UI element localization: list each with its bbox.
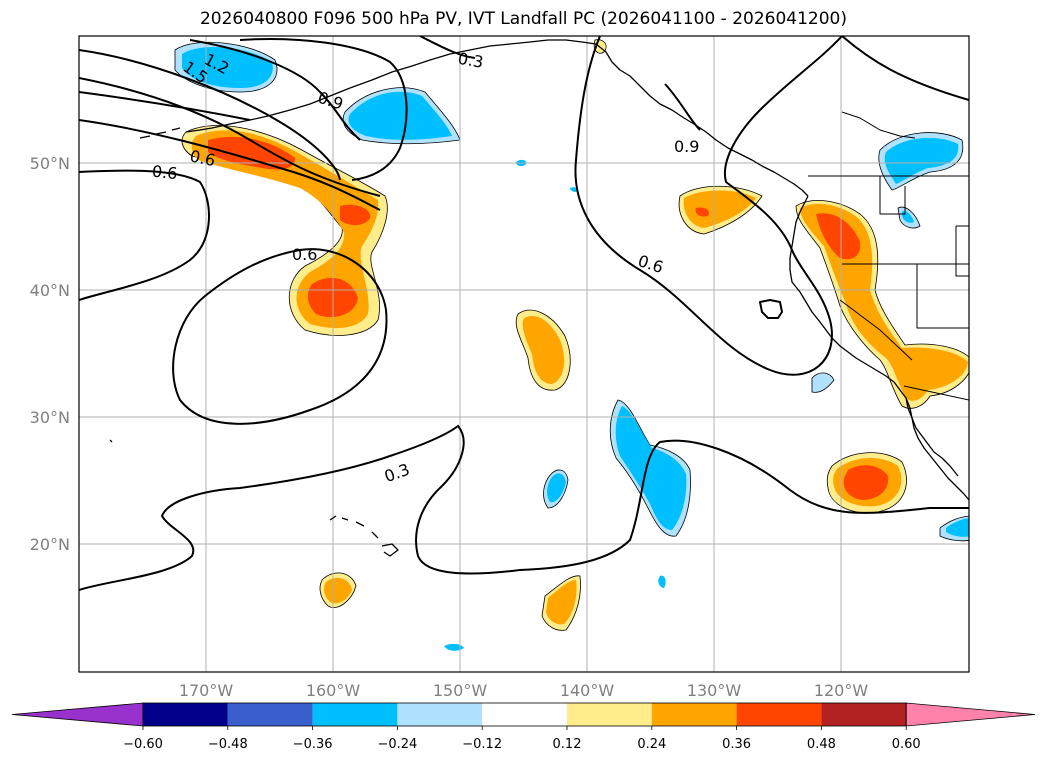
lon-tick-label: 120°W xyxy=(814,681,869,700)
contour-line xyxy=(574,36,843,376)
coastlines xyxy=(109,39,969,557)
neg-area-mid xyxy=(658,575,666,588)
contour-line xyxy=(79,91,251,121)
contour-line xyxy=(419,36,476,59)
neg-area-mid xyxy=(547,473,566,503)
neg-area-mid xyxy=(884,137,959,184)
lon-tick-labels: 170°W 160°W 150°W 140°W 130°W 120°W xyxy=(179,681,869,700)
neg-area-mid xyxy=(946,518,969,537)
pos-area-strong xyxy=(816,213,861,260)
contour-line xyxy=(664,83,701,131)
colorbar-tick-label: 0.60 xyxy=(892,737,921,752)
pv-contours xyxy=(79,36,969,591)
colorbar-tick-label: −0.48 xyxy=(208,737,248,752)
contour-line xyxy=(239,37,408,181)
contour-line xyxy=(79,169,210,301)
pos-area-strong xyxy=(340,204,371,226)
pos-area-mid xyxy=(522,316,565,384)
colorbar-tick-label: 0.48 xyxy=(807,737,836,752)
lon-tick-label: 170°W xyxy=(179,681,234,700)
lat-tick-label: 40°N xyxy=(30,281,70,300)
pos-area-strong xyxy=(843,465,889,500)
contour-label: 0.3 xyxy=(456,49,484,72)
contour-label: 0.6 xyxy=(188,146,217,170)
colorbar-segment xyxy=(651,703,737,726)
colorbar-tick-label: −0.36 xyxy=(293,737,333,752)
colorbar-segment xyxy=(736,703,822,726)
map-frame xyxy=(78,35,970,673)
colorbar-extend-low xyxy=(11,702,144,727)
colorbar-frame xyxy=(142,702,907,727)
colorbar-extend-high xyxy=(905,702,1036,727)
pos-area-mid xyxy=(323,577,352,604)
lon-tick-label: 160°W xyxy=(306,681,361,700)
contour-line xyxy=(79,77,381,197)
lat-tick-label: 30°N xyxy=(30,408,70,427)
contour-label: 0.9 xyxy=(674,137,699,156)
contour-line xyxy=(79,424,969,591)
pos-area-strong xyxy=(208,136,296,170)
lat-tick-label: 20°N xyxy=(30,535,70,554)
map-plot-area: 1.5 1.2 0.3 0.9 0.6 0.6 0.6 0.9 0.6 0.3 xyxy=(79,36,969,672)
lon-tick-label: 140°W xyxy=(560,681,615,700)
contour-label: 0.6 xyxy=(151,162,178,184)
colorbar-tick-label: 0.24 xyxy=(637,737,666,752)
contour-line xyxy=(189,39,361,141)
contour-line xyxy=(79,119,381,211)
neg-area-mid xyxy=(615,406,687,530)
contour-line xyxy=(79,49,341,181)
colorbar-segment xyxy=(397,703,483,726)
colorbar-segment xyxy=(312,703,398,726)
neg-area-mid xyxy=(348,91,452,140)
lat-tick-labels: 50°N 40°N 30°N 20°N xyxy=(30,154,70,554)
neg-area-mid xyxy=(570,187,578,192)
contour-label: 0.6 xyxy=(292,245,317,264)
pos-area-mid xyxy=(683,190,756,228)
neg-area-mid xyxy=(182,47,273,88)
colorbar-segment xyxy=(143,703,228,726)
colorbar-tick-label: −0.60 xyxy=(123,737,163,752)
colorbar: −0.60 −0.48 −0.36 −0.24 −0.12 0.12 0.24 0.36 0.4… xyxy=(11,702,1036,752)
colorbar-tick-label: −0.24 xyxy=(377,737,417,752)
lon-tick-label: 150°W xyxy=(433,681,488,700)
neg-area-light xyxy=(811,372,835,393)
neg-area-mid xyxy=(444,643,464,651)
pos-area-mid xyxy=(546,580,577,625)
colorbar-segment xyxy=(821,703,907,726)
lat-tick-label: 50°N xyxy=(30,154,70,173)
colorbar-segment xyxy=(567,703,652,726)
colorbar-segment xyxy=(227,703,313,726)
map-gridlines xyxy=(79,36,969,672)
lon-tick-label: 130°W xyxy=(687,681,742,700)
colorbar-segment xyxy=(482,703,567,726)
colorbar-tick-label: 0.12 xyxy=(553,737,582,752)
pos-area-strong xyxy=(695,207,710,217)
negative-shading xyxy=(174,41,969,651)
contour-line xyxy=(172,248,388,425)
map-title: 2026040800 F096 500 hPa PV, IVT Landfall… xyxy=(199,9,847,29)
contour-line xyxy=(841,36,969,101)
colorbar-tick-label: −0.12 xyxy=(462,737,502,752)
colorbar-tick-label: 0.36 xyxy=(722,737,751,752)
